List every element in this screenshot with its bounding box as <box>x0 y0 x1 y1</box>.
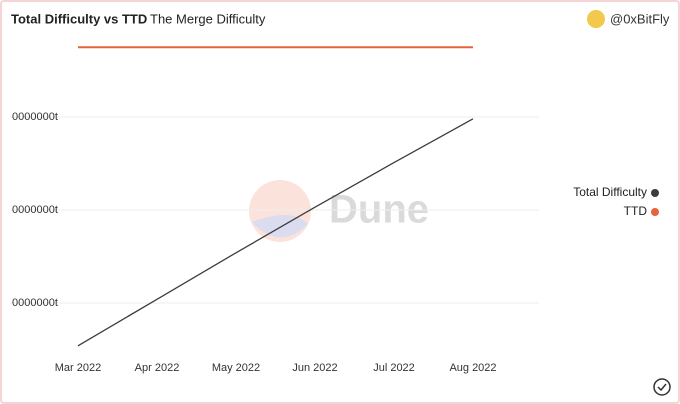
x-tick-label: Jul 2022 <box>373 362 415 374</box>
watermark: Dune <box>249 180 429 242</box>
chart-title: Total Difficulty vs TTD <box>11 11 147 26</box>
author: @0xBitFly <box>610 11 670 26</box>
legend-swatch <box>651 208 659 216</box>
avatar <box>587 10 605 28</box>
legend-swatch <box>651 189 659 197</box>
x-tick-label: Apr 2022 <box>135 362 180 374</box>
check-icon[interactable] <box>653 378 671 396</box>
x-tick-label: Mar 2022 <box>55 362 101 374</box>
y-tick-label: 0000000t <box>12 204 58 216</box>
legend-label: Total Difficulty <box>573 185 647 199</box>
y-tick-label: 0000000t <box>12 297 58 309</box>
chart-subtitle: The Merge Difficulty <box>150 11 266 26</box>
legend-label: TTD <box>624 204 648 218</box>
series-line <box>77 118 474 347</box>
y-tick-label: 0000000t <box>12 111 58 123</box>
x-tick-label: Aug 2022 <box>449 362 496 374</box>
x-tick-label: May 2022 <box>212 362 260 374</box>
x-tick-label: Jun 2022 <box>292 362 337 374</box>
